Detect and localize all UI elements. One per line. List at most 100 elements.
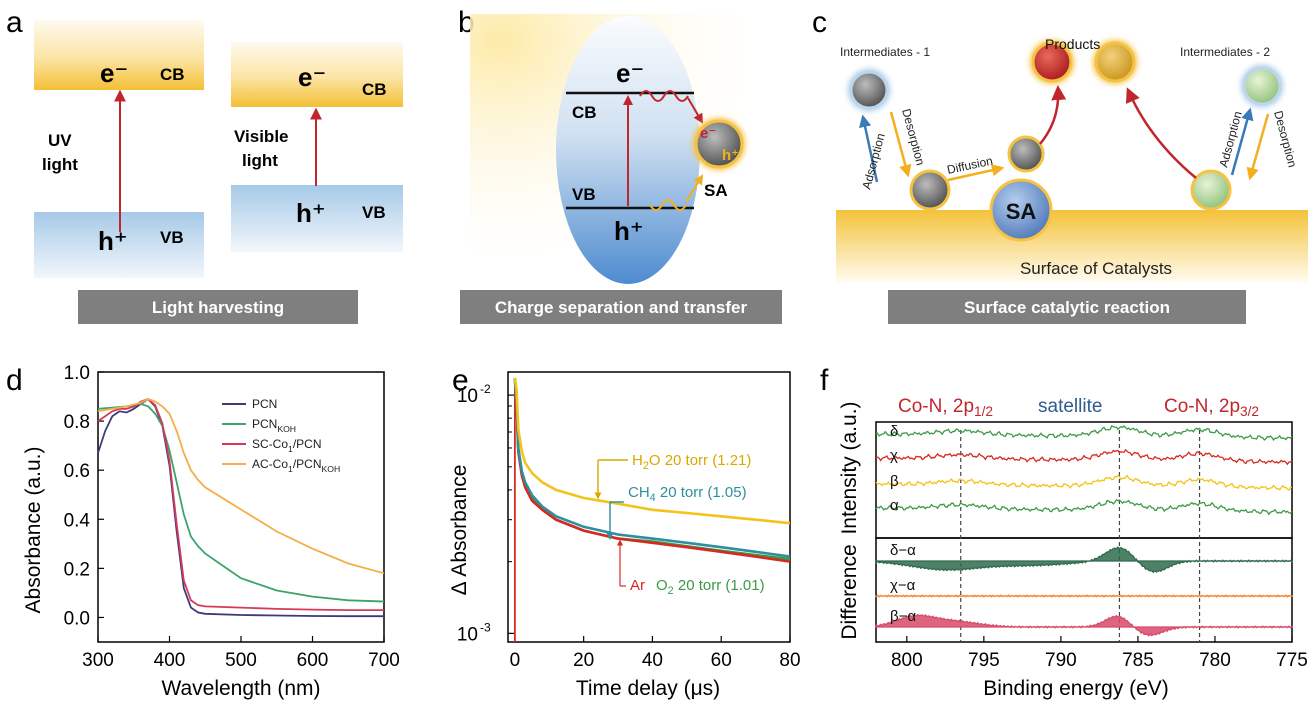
adsorption-label-right: Adsorption [1216, 110, 1244, 169]
plot-frame-e [507, 371, 791, 643]
panel-c: c Surface of Catalysts Products Intermed… [812, 6, 1308, 324]
xtick-label-f: 795 [968, 650, 1000, 671]
peak-label-satellite: satellite [1038, 396, 1102, 417]
adsorption-label-left: Adsorption [859, 132, 887, 191]
visible-light-line2: light [242, 151, 278, 170]
ytick-label-d: 0.2 [64, 559, 90, 580]
xtick-label-e: 0 [510, 650, 521, 671]
intensity-series-label: α [890, 497, 899, 514]
intermediates2-label: Intermediates - 2 [1180, 45, 1270, 59]
xtick-label-d: 700 [368, 650, 400, 671]
series-line-d [97, 398, 385, 575]
panel-label-d: d [6, 364, 23, 397]
panel-e: e Δ Absorbance Time delay (μs) 0 20 40 60 80… [448, 364, 801, 700]
adsorption-arrow-left [858, 114, 879, 183]
desorption-arrow-left [889, 111, 912, 178]
cb-label-b: CB [572, 103, 597, 122]
sa-hole-label: h⁺ [722, 147, 739, 164]
legend-d: PCN PCNKOH SC-Co1/PCN AC-Co1/PCNKOH [222, 397, 340, 474]
series-line-e [513, 377, 791, 525]
legend-entry-d: PCNKOH [252, 417, 296, 434]
intensity-frame-f [875, 421, 1293, 539]
xlabel-e: Time delay (μs) [576, 677, 720, 700]
difference-series-label: β−α [890, 608, 916, 625]
xtick-label-f: 790 [1045, 650, 1077, 671]
peak-label-co-n-2p32: Co-N, 2p3/2 [1164, 396, 1259, 419]
panel-b: b e⁻ CB VB h⁺ e⁻ h⁺ SA Charge separation… [458, 6, 782, 324]
adsorption-arrow-right [1230, 107, 1254, 176]
series-line-e [513, 377, 791, 558]
reaction-arrow-right [1125, 87, 1197, 179]
ylabel-d: Absorbance (a.u.) [22, 447, 45, 614]
diffusion-label: Diffusion [946, 154, 994, 177]
adsorbed-molecule-right [1190, 169, 1232, 211]
caption-bar-b [460, 290, 782, 324]
series-line-e [513, 377, 791, 563]
xtick-label-d: 300 [82, 650, 114, 671]
hole-label-b: h⁺ [614, 216, 644, 246]
products-label: Products [1045, 36, 1100, 52]
caption-c: Surface catalytic reaction [964, 298, 1170, 317]
ylabel-e: Δ Absorbance [448, 465, 471, 596]
product-gold [1094, 41, 1136, 83]
xtick-label-f: 800 [891, 650, 923, 671]
cb-label-visible: CB [362, 80, 387, 99]
diffusion-arrow [947, 164, 1005, 182]
intensity-series-line [875, 474, 1293, 491]
desorption-label-right: Desorption [1271, 109, 1300, 169]
single-atom-b [694, 119, 744, 169]
cb-band-uv [34, 20, 204, 90]
sa-label-c: SA [1006, 199, 1037, 224]
plot-f: 800 795 790 785 780 775 Co-N, 2p1/2 satellite Co… [875, 396, 1308, 671]
xtick-label-d: 400 [154, 650, 186, 671]
surface-label: Surface of Catalysts [1020, 259, 1172, 278]
difference-series-area [875, 594, 1293, 598]
single-atom-c [989, 178, 1053, 242]
xtick-label-e: 60 [711, 650, 732, 671]
annotation-ar: Ar [630, 577, 645, 594]
xtick-label-f: 780 [1199, 650, 1231, 671]
ylabel-bottom-f: Difference [838, 544, 861, 639]
electron-label-visible: e⁻ [298, 62, 326, 92]
vb-label-visible: VB [362, 203, 386, 222]
sa-label-b: SA [704, 181, 728, 200]
difference-frame-f [875, 537, 1293, 643]
hole-transfer-arrow [685, 174, 704, 203]
panel-a: a e⁻ CB h⁺ VB UV light e⁻ CB h⁺ VB Visib… [6, 6, 403, 324]
series-line-d [97, 402, 385, 603]
electron-transfer-arrow [687, 97, 704, 124]
electron-wave [639, 90, 689, 102]
xtick-label-f: 785 [1122, 650, 1154, 671]
plot-d: 300 400 500 600 700 0.0 0.2 0.4 0.6 0.8 1.0 [64, 363, 400, 671]
intensity-series-line [875, 499, 1293, 516]
legend-entry-d: AC-Co1/PCNKOH [252, 457, 340, 474]
intermediate1-molecule [849, 70, 889, 110]
visible-light-line1: Visible [234, 127, 289, 146]
ytick-label-d: 1.0 [64, 363, 90, 384]
hole-label-uv: h⁺ [98, 226, 128, 256]
ytick-exponent-e: -2 [480, 382, 491, 396]
xlabel-d: Wavelength (nm) [161, 677, 320, 700]
molecule-on-sa [1007, 135, 1045, 173]
xtick-label-f: 775 [1276, 650, 1308, 671]
annotation-ch4: CH4 20 torr (1.05) [628, 484, 747, 504]
annotation-h2o: H2O 20 torr (1.21) [632, 452, 751, 472]
caption-bar-c [888, 290, 1246, 324]
ytick-label-d: 0.6 [64, 461, 90, 482]
caption-b: Charge separation and transfer [495, 298, 748, 317]
adsorbed-molecule-left [909, 169, 951, 211]
ytick-label-e: 10 [457, 386, 478, 407]
panel-label-a: a [6, 6, 23, 39]
electron-label-uv: e⁻ [100, 58, 128, 88]
difference-series-area [875, 613, 1293, 637]
intensity-series-label: β [890, 473, 899, 490]
series-line-d [97, 397, 384, 611]
caption-a: Light harvesting [152, 298, 284, 317]
vb-label-b: VB [572, 185, 596, 204]
xtick-label-e: 40 [642, 650, 663, 671]
vb-band-visible [231, 185, 403, 252]
cb-band-visible [231, 42, 403, 107]
hole-wave [649, 199, 687, 211]
